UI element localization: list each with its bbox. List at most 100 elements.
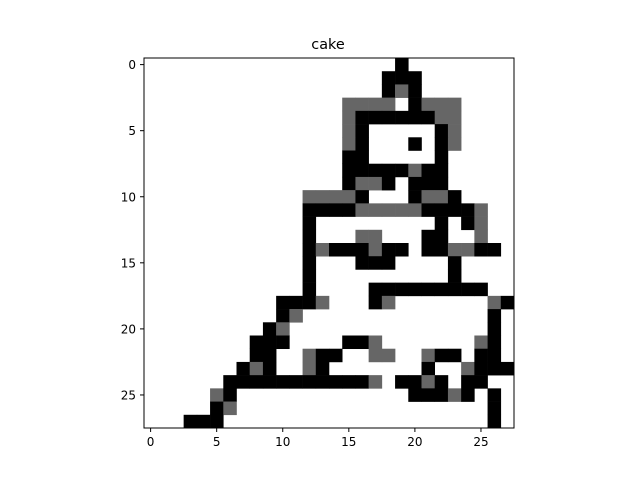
heatmap-cell xyxy=(448,256,462,270)
heatmap-cell xyxy=(382,84,396,98)
heatmap-cell xyxy=(250,375,264,389)
heatmap-cell xyxy=(369,349,383,363)
heatmap-cell xyxy=(488,296,502,310)
heatmap-cell xyxy=(303,256,317,270)
heatmap-cell xyxy=(488,336,502,350)
heatmap-cell xyxy=(395,71,409,85)
heatmap-cell xyxy=(263,349,277,363)
x-tick-label: 0 xyxy=(147,435,155,449)
heatmap-cell xyxy=(422,164,436,178)
heatmap-cell xyxy=(408,177,422,191)
heatmap-cell xyxy=(448,111,462,125)
x-tick-label: 15 xyxy=(341,435,356,449)
heatmap-cell xyxy=(342,203,356,217)
heatmap-cell xyxy=(435,203,449,217)
heatmap-cell xyxy=(355,203,369,217)
heatmap-cell xyxy=(303,230,317,244)
heatmap-cell xyxy=(382,349,396,363)
heatmap-cell xyxy=(435,349,449,363)
chart-title: cake xyxy=(311,37,345,53)
heatmap-cell xyxy=(210,415,224,429)
heatmap-cell xyxy=(276,296,290,310)
heatmap-cell xyxy=(422,388,436,402)
y-tick-label: 0 xyxy=(128,58,136,72)
heatmap-cell xyxy=(395,203,409,217)
heatmap-cell xyxy=(435,375,449,389)
heatmap-cell xyxy=(461,217,475,231)
heatmap-cell xyxy=(369,230,383,244)
heatmap-cell xyxy=(355,177,369,191)
heatmap-cell xyxy=(474,243,488,257)
heatmap-cell xyxy=(316,190,330,204)
heatmap-cell xyxy=(342,336,356,350)
heatmap-cell xyxy=(488,362,502,376)
heatmap-cell xyxy=(382,283,396,297)
heatmap-cell xyxy=(223,402,237,416)
heatmap-cell xyxy=(369,283,383,297)
heatmap-cell xyxy=(408,375,422,389)
heatmap-cell xyxy=(329,243,343,257)
heatmap-cell xyxy=(474,375,488,389)
heatmap-cell xyxy=(355,111,369,125)
heatmap-cell xyxy=(342,98,356,112)
heatmap-cell xyxy=(435,283,449,297)
heatmap-cell xyxy=(408,84,422,98)
heatmap-cell xyxy=(369,336,383,350)
heatmap-cell xyxy=(435,151,449,165)
heatmap-cell xyxy=(329,349,343,363)
heatmap-cell xyxy=(408,388,422,402)
heatmap-cell xyxy=(276,322,290,336)
heatmap-cell xyxy=(342,111,356,125)
heatmap-cell xyxy=(303,243,317,257)
y-tick-label: 25 xyxy=(121,388,136,402)
heatmap-cell xyxy=(422,243,436,257)
heatmap-cell xyxy=(303,349,317,363)
heatmap-cell xyxy=(474,336,488,350)
x-tick-label: 10 xyxy=(275,435,290,449)
heatmap-cell xyxy=(289,309,303,323)
heatmap-cell xyxy=(276,375,290,389)
heatmap-cell xyxy=(289,375,303,389)
heatmap-cell xyxy=(435,137,449,151)
heatmap-cell xyxy=(250,336,264,350)
heatmap-cell xyxy=(488,388,502,402)
heatmap-cell xyxy=(369,203,383,217)
heatmap-cell xyxy=(474,349,488,363)
heatmap-cell xyxy=(435,177,449,191)
heatmap-cell xyxy=(408,98,422,112)
heatmap-cell xyxy=(395,164,409,178)
heatmap-cell xyxy=(422,362,436,376)
heatmap-cell xyxy=(422,203,436,217)
heatmap-cell xyxy=(369,111,383,125)
heatmap-cell xyxy=(461,388,475,402)
y-tick-label: 15 xyxy=(121,256,136,270)
heatmap-cell xyxy=(408,164,422,178)
heatmap-cell xyxy=(355,190,369,204)
x-tick-label: 25 xyxy=(473,435,488,449)
heatmap-cell xyxy=(382,243,396,257)
heatmap-cell xyxy=(488,243,502,257)
heatmap-cell xyxy=(474,230,488,244)
heatmap-cell xyxy=(435,388,449,402)
heatmap-cell xyxy=(303,203,317,217)
heatmap-cell xyxy=(422,283,436,297)
heatmap-cell xyxy=(316,349,330,363)
heatmap-cell xyxy=(435,98,449,112)
heatmap-cell xyxy=(422,177,436,191)
heatmap-cell xyxy=(316,362,330,376)
heatmap-cell xyxy=(435,111,449,125)
x-tick-label: 5 xyxy=(213,435,221,449)
heatmap-cell xyxy=(276,336,290,350)
heatmap-cell xyxy=(435,190,449,204)
heatmap-cell xyxy=(461,375,475,389)
heatmap-cell xyxy=(382,256,396,270)
heatmap-cell xyxy=(488,402,502,416)
heatmap-cell xyxy=(448,98,462,112)
heatmap-cell xyxy=(461,203,475,217)
heatmap-cell xyxy=(355,375,369,389)
heatmap-cell xyxy=(355,336,369,350)
heatmap-cell xyxy=(369,375,383,389)
heatmap-cell xyxy=(303,362,317,376)
